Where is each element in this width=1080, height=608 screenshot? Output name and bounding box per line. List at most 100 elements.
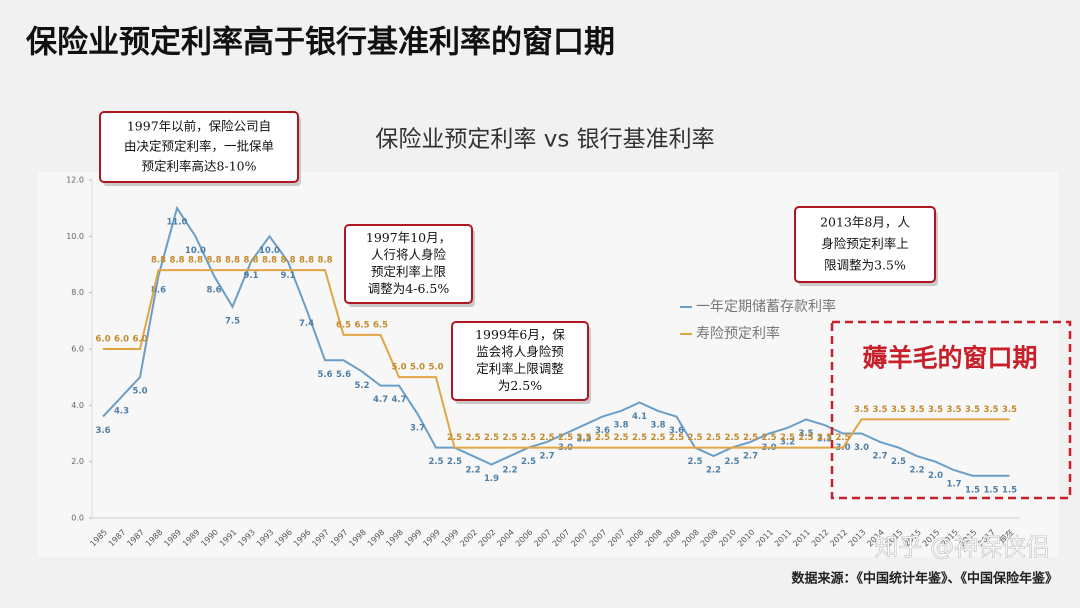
annotation-text: 1997年以前，保险公司自: [127, 119, 271, 134]
data-label: 3.5: [965, 405, 980, 415]
data-label: 4.7: [373, 395, 388, 405]
annotation-box: [451, 321, 589, 401]
data-label: 8.8: [206, 256, 221, 266]
data-label: 6.0: [132, 335, 147, 345]
data-label: 2.5: [447, 457, 462, 467]
data-label: 1.5: [965, 485, 980, 495]
data-label: 8.8: [169, 256, 184, 266]
data-label: 5.6: [336, 370, 351, 380]
data-label: 8.8: [243, 256, 258, 266]
legend-label: 寿险预定利率: [696, 325, 780, 342]
data-label: 8.8: [280, 256, 295, 266]
annotation-text: 预定利率高达8-10%: [142, 159, 257, 174]
data-label: 2.2: [465, 466, 480, 476]
data-label: 5.0: [428, 363, 443, 373]
data-label: 3.5: [1002, 405, 1017, 415]
annotation-text: 定利率上限调整: [476, 361, 564, 376]
data-label: 3.5: [983, 405, 998, 415]
data-label: 2.5: [891, 457, 906, 467]
data-label: 3.8: [650, 420, 665, 430]
data-label: 8.8: [188, 256, 203, 266]
data-label: 2.5: [502, 433, 517, 443]
series-line: [103, 269, 1010, 449]
data-label: 8.6: [206, 285, 221, 295]
data-label: 5.0: [410, 363, 425, 373]
annotation-text: 为2.5%: [498, 378, 542, 393]
data-label: 3.5: [946, 405, 961, 415]
data-label: 6.5: [336, 320, 351, 330]
data-label: 7.5: [225, 316, 240, 326]
data-label: 3.6: [95, 426, 110, 436]
data-label: 2.5: [632, 433, 647, 443]
data-label: 5.0: [391, 363, 406, 373]
source-note: 数据来源：《中国统计年鉴》、《中国保险年鉴》: [791, 571, 1058, 587]
annotation-text: 2013年8月，人: [820, 214, 910, 229]
y-tick-label: 4.0: [71, 401, 84, 410]
data-label: 1.9: [484, 474, 499, 484]
highlight-text: 薅羊毛的窗口期: [862, 344, 1037, 373]
data-label: 2.7: [872, 451, 887, 461]
annotation-text: 限调整为3.5%: [824, 258, 906, 273]
annotation-text: 由决定预定利率，一批保单: [124, 139, 274, 154]
data-label: 3.5: [891, 405, 906, 415]
data-label: 2.5: [539, 433, 554, 443]
data-label: 2.5: [687, 457, 702, 467]
data-label: 3.5: [798, 429, 813, 439]
data-label: 2.5: [521, 457, 536, 467]
data-label: 10.0: [259, 246, 280, 256]
data-label: 8.8: [151, 256, 166, 266]
data-label: 2.2: [706, 466, 721, 476]
annotation-box: [99, 111, 299, 183]
annotation-text: 人行将人身险: [371, 247, 447, 262]
data-label: 2.5: [521, 433, 536, 443]
data-label: 3.5: [928, 405, 943, 415]
data-label: 3.6: [595, 426, 610, 436]
data-label: 2.5: [669, 433, 684, 443]
data-label: 8.8: [317, 256, 332, 266]
data-label: 1.5: [1002, 485, 1017, 495]
chart-title: 保险业预定利率 vs 银行基准利率: [375, 127, 714, 153]
legend-label: 一年定期储蓄存款利率: [696, 298, 836, 315]
data-label: 3.5: [909, 405, 924, 415]
data-label: 3.8: [613, 420, 628, 430]
data-label: 2.5: [484, 433, 499, 443]
data-label: 3.2: [780, 437, 795, 447]
data-label: 8.8: [262, 256, 277, 266]
data-label: 6.5: [373, 320, 388, 330]
watermark: 知乎 @神保侠侣: [874, 533, 1050, 561]
data-label: 2.5: [835, 433, 850, 443]
data-label: 4.7: [391, 395, 406, 405]
annotation-box: [794, 206, 936, 283]
y-tick-label: 0.0: [71, 514, 84, 523]
data-label: 3.6: [669, 426, 684, 436]
data-label: 2.5: [447, 433, 462, 443]
data-label: 11.0: [167, 218, 188, 228]
data-label: 3.5: [854, 405, 869, 415]
y-tick-label: 10.0: [66, 232, 84, 241]
data-label: 6.5: [354, 320, 369, 330]
series-line: [102, 205, 1010, 477]
y-tick-label: 6.0: [71, 345, 84, 354]
data-label: 1.5: [983, 485, 998, 495]
annotation-text: 预定利率上限: [371, 264, 447, 279]
data-label: 3.3: [576, 435, 591, 445]
annotation-text: 监会将人身险预: [476, 344, 564, 359]
annotation-text: 调整为4-6.5%: [368, 281, 450, 296]
annotation-text: 1997年10月，: [366, 230, 451, 245]
data-label: 5.6: [317, 370, 332, 380]
data-label: 1.7: [946, 480, 961, 490]
data-label: 2.5: [613, 433, 628, 443]
data-label: 2.5: [428, 457, 443, 467]
annotation-text: 1999年6月，保: [475, 327, 565, 342]
data-label: 2.5: [595, 433, 610, 443]
data-label: 2.5: [817, 433, 832, 443]
data-label: 2.5: [558, 433, 573, 443]
data-label: 3.3: [817, 435, 832, 445]
data-label: 6.0: [95, 335, 110, 345]
data-label: 2.5: [780, 433, 795, 443]
data-label: 2.5: [743, 433, 758, 443]
data-label: 3.7: [410, 423, 425, 433]
highlight-box: [830, 320, 1072, 500]
